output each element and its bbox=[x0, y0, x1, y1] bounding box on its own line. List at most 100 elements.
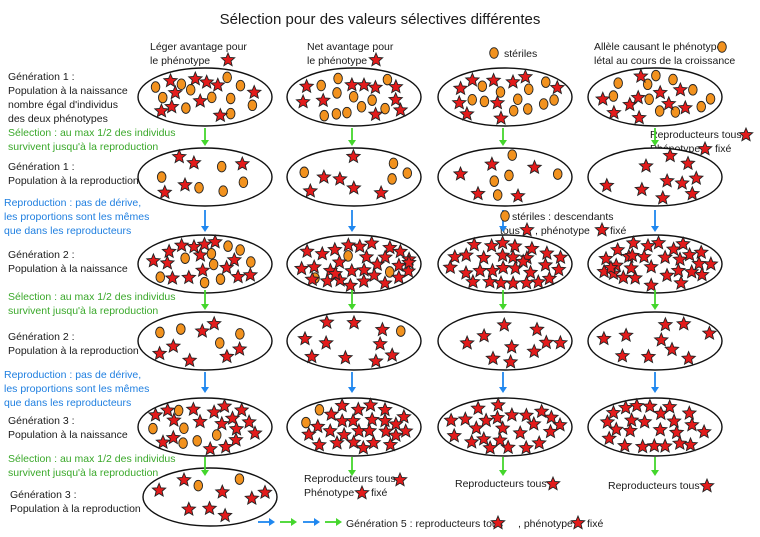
note-col4-end: Reproducteurs tous bbox=[608, 480, 700, 492]
label-line: les proportions sont les mêmes bbox=[4, 211, 149, 223]
star-icon bbox=[384, 347, 400, 362]
star-icon bbox=[489, 409, 506, 425]
star-icon bbox=[517, 68, 534, 84]
star-icon bbox=[684, 185, 701, 201]
population-ellipse bbox=[286, 311, 422, 371]
star-icon bbox=[374, 321, 391, 337]
star-icon bbox=[661, 398, 678, 414]
star-icon bbox=[337, 349, 354, 365]
star-icon bbox=[529, 321, 545, 337]
circle-icon bbox=[549, 94, 559, 106]
star-icon bbox=[214, 484, 231, 499]
circle-icon bbox=[342, 106, 352, 119]
circle-icon bbox=[384, 266, 395, 278]
star-icon bbox=[228, 431, 244, 447]
arrow-down-icon bbox=[651, 470, 659, 476]
star-icon bbox=[670, 262, 687, 278]
arrow-down-icon bbox=[201, 140, 209, 146]
star-icon bbox=[365, 434, 382, 450]
star-icon bbox=[161, 243, 177, 259]
label-line: Sélection : au max 1/2 des individus bbox=[8, 127, 176, 139]
star-icon bbox=[192, 247, 209, 262]
circle-icon bbox=[178, 437, 188, 449]
star-icon bbox=[490, 514, 506, 530]
star-icon bbox=[167, 84, 184, 100]
star-icon bbox=[247, 425, 263, 440]
star-icon bbox=[478, 412, 494, 428]
circle-icon bbox=[235, 79, 246, 92]
arrow-down-icon bbox=[348, 226, 356, 232]
circle-icon bbox=[541, 76, 551, 88]
label-line: Population à la naissance bbox=[8, 263, 128, 275]
star-icon bbox=[340, 237, 357, 252]
star-icon bbox=[524, 240, 540, 256]
star-icon bbox=[216, 398, 233, 413]
star-icon bbox=[475, 431, 492, 446]
star-icon bbox=[541, 270, 558, 286]
star-icon bbox=[654, 189, 671, 205]
star-icon bbox=[549, 79, 566, 95]
star-icon bbox=[186, 238, 202, 254]
circle-icon bbox=[402, 167, 413, 179]
star-icon bbox=[361, 422, 378, 438]
star-icon bbox=[342, 277, 359, 293]
star-icon bbox=[622, 422, 639, 438]
star-icon bbox=[697, 140, 713, 156]
star-icon bbox=[187, 70, 204, 86]
star-icon bbox=[304, 348, 320, 364]
star-icon bbox=[382, 436, 399, 452]
star-icon bbox=[181, 269, 197, 285]
circle-icon bbox=[507, 149, 517, 161]
star-icon bbox=[334, 397, 350, 413]
circle-icon bbox=[225, 92, 236, 105]
note-gen5-c: fixé bbox=[587, 518, 604, 530]
circle-icon bbox=[382, 73, 393, 86]
star-icon bbox=[660, 95, 677, 111]
star-icon bbox=[538, 334, 555, 350]
star-icon bbox=[594, 91, 611, 106]
star-icon bbox=[659, 172, 675, 188]
star-icon bbox=[194, 262, 211, 278]
circle-icon bbox=[524, 83, 534, 96]
circle-icon bbox=[492, 189, 503, 201]
arrow-down-icon bbox=[201, 470, 209, 476]
circle-icon bbox=[396, 325, 406, 337]
circle-icon bbox=[523, 103, 533, 115]
circle-icon bbox=[319, 109, 329, 122]
star-icon bbox=[336, 426, 352, 442]
star-icon bbox=[668, 424, 685, 440]
star-icon bbox=[228, 420, 245, 436]
star-icon bbox=[159, 254, 176, 270]
star-icon bbox=[166, 412, 182, 427]
star-icon bbox=[304, 271, 321, 287]
star-icon bbox=[318, 314, 335, 329]
diagram-marks bbox=[137, 41, 754, 530]
arrow-right-icon bbox=[269, 518, 275, 526]
label-line: les proportions sont les mêmes bbox=[4, 383, 149, 395]
label-gen3-birth: Génération 3 : Population à la naissance bbox=[8, 415, 128, 441]
star-icon bbox=[401, 254, 417, 270]
label-line: Génération 2 : bbox=[8, 249, 75, 261]
star-icon bbox=[159, 402, 176, 417]
circle-icon bbox=[238, 176, 249, 188]
diagram-title: Sélection pour des valeurs sélectives di… bbox=[220, 11, 541, 28]
circle-icon bbox=[185, 84, 196, 96]
star-icon bbox=[298, 78, 315, 94]
circle-icon bbox=[387, 173, 397, 185]
star-icon bbox=[503, 338, 520, 354]
star-icon bbox=[355, 439, 372, 455]
label-line: survivent jusqu'à la reproduction bbox=[8, 141, 158, 153]
star-icon bbox=[672, 81, 689, 97]
circle-icon bbox=[208, 258, 219, 271]
col2-header-line2: le phénotype bbox=[307, 55, 367, 67]
star-icon bbox=[459, 334, 475, 350]
star-icon bbox=[464, 72, 481, 87]
star-icon bbox=[599, 414, 616, 429]
star-icon bbox=[156, 184, 173, 200]
circle-icon bbox=[194, 181, 204, 194]
circle-icon bbox=[246, 256, 256, 268]
star-icon bbox=[295, 93, 311, 109]
star-icon bbox=[186, 154, 202, 170]
col3-header: stériles bbox=[504, 48, 537, 60]
circle-icon bbox=[651, 69, 661, 82]
